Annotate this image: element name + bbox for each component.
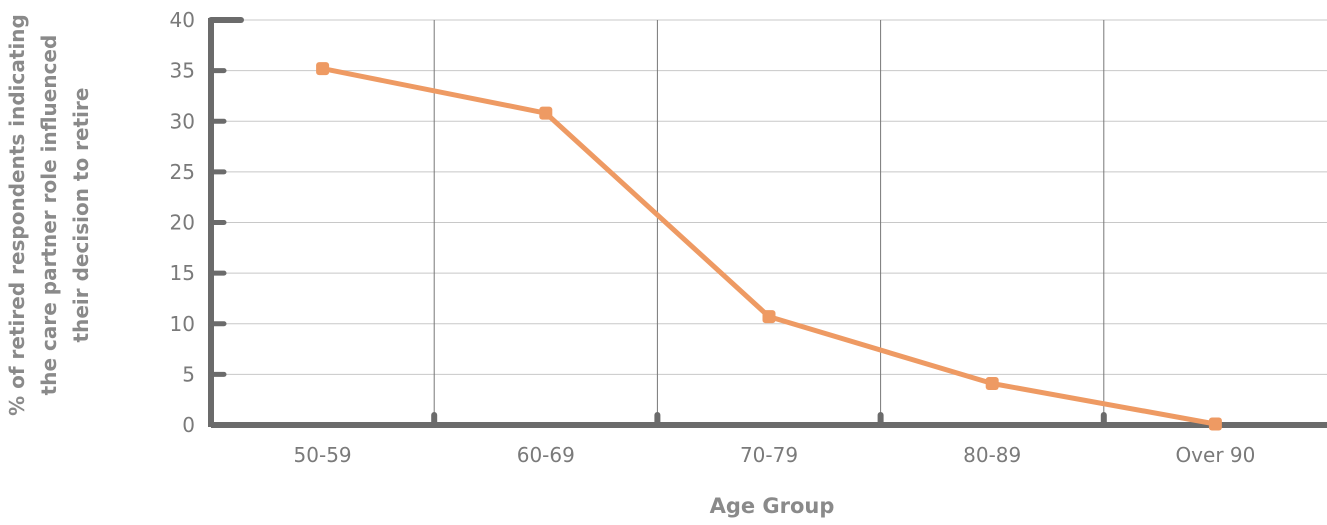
x-tick-label: 60-69 (517, 443, 575, 467)
x-tick-label: Over 90 (1175, 443, 1255, 467)
y-tick-label: 0 (182, 413, 195, 437)
y-tick-label: 5 (182, 362, 195, 386)
series (316, 62, 1222, 431)
y-axis-title-line-1: % of retired respondents indicating (5, 14, 29, 416)
y-tick-label: 25 (170, 160, 195, 184)
y-tick-label: 30 (170, 109, 195, 133)
series-line (322, 66, 1216, 427)
y-tick-labels: 0 5 10 15 20 25 30 35 40 (170, 8, 195, 437)
x-tick-label: 50-59 (294, 443, 352, 467)
data-point (539, 106, 553, 120)
x-tick-label: 80-89 (963, 443, 1021, 467)
y-tick-label: 40 (170, 8, 195, 32)
data-point (985, 376, 999, 390)
y-tick-label: 20 (170, 211, 195, 235)
x-tick-labels: 50-59 60-69 70-79 80-89 Over 90 (294, 443, 1256, 467)
data-point (316, 62, 330, 76)
data-point (762, 310, 776, 324)
y-tick-label: 10 (170, 312, 195, 336)
y-tick-label: 15 (170, 261, 195, 285)
x-tick-label: 70-79 (740, 443, 798, 467)
y-axis-title: % of retired respondents indicating the … (5, 14, 93, 416)
x-axis-title: Age Group (710, 494, 835, 518)
y-axis-title-line-2: the care partner role influenced (37, 35, 61, 396)
y-axis-title-line-3: their decision to retire (69, 88, 93, 343)
gridlines (211, 19, 1327, 425)
data-point (1208, 417, 1222, 431)
axes (208, 17, 1327, 428)
y-tick-label: 35 (170, 59, 195, 83)
